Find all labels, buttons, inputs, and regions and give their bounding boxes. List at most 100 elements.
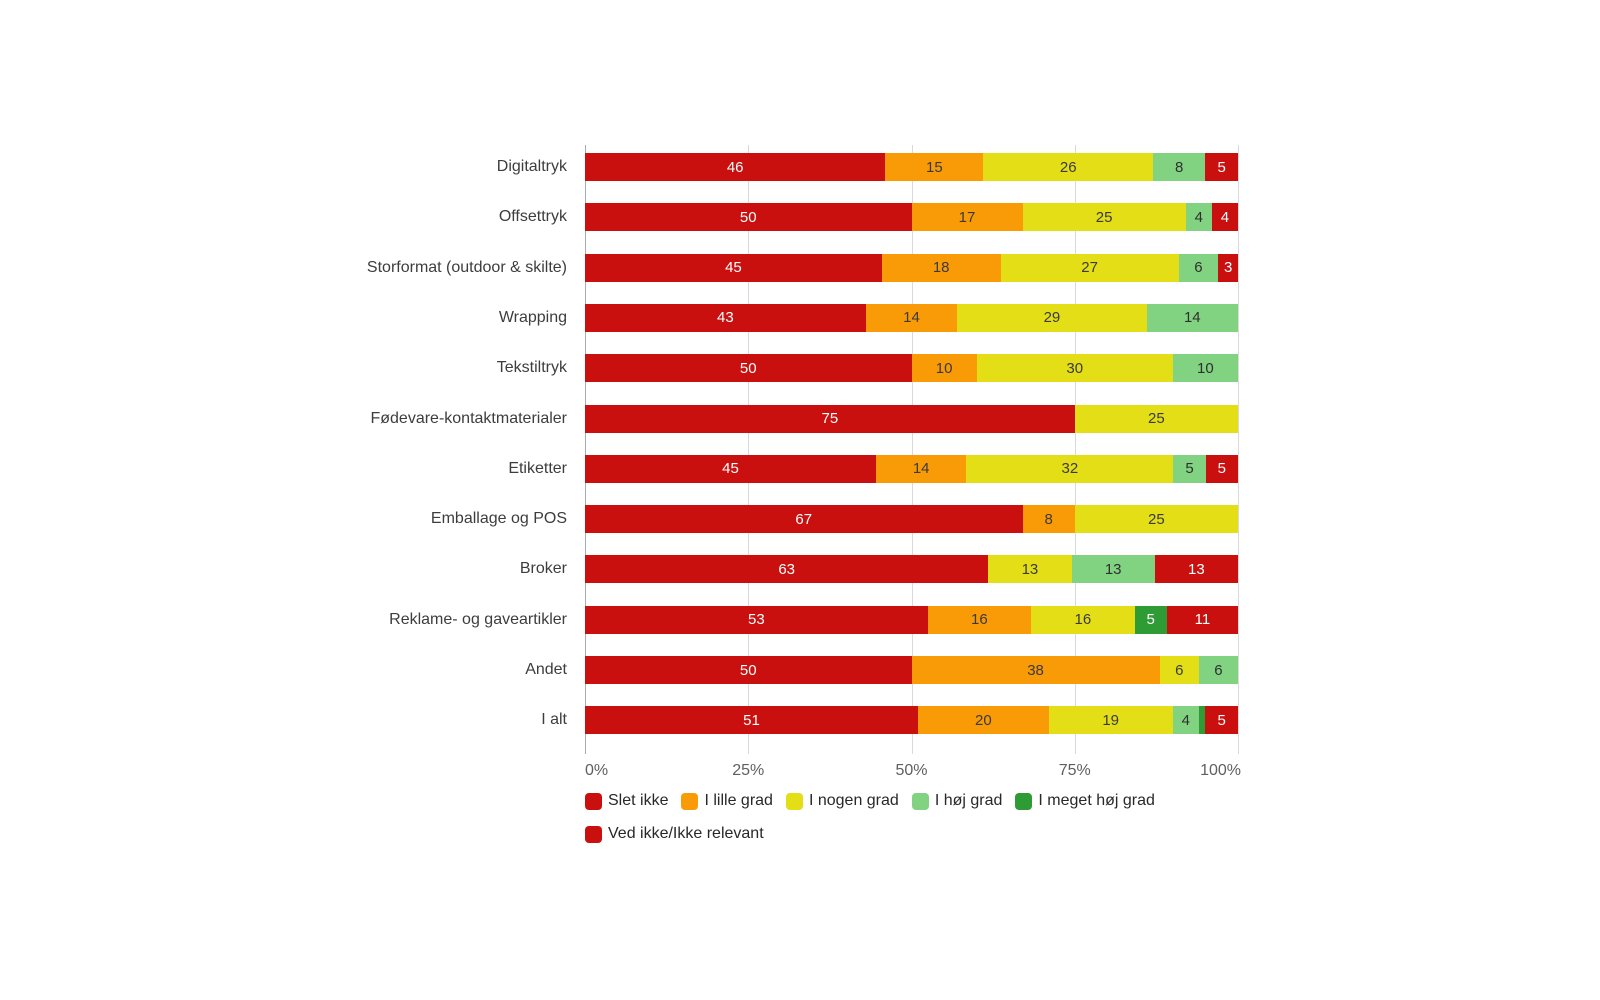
category-label: Reklame- og gaveartikler — [389, 610, 567, 628]
bar-segment: 29 — [957, 303, 1147, 332]
bar-value-label: 15 — [926, 158, 943, 176]
bar-segment: 6 — [1198, 656, 1239, 684]
legend-item: Ved ikke/Ikke relevant — [585, 825, 764, 843]
legend-swatch — [681, 792, 699, 810]
bar-segment: 30 — [976, 354, 1173, 383]
bar-segment: 10 — [1172, 354, 1238, 383]
bar-value-label: 13 — [1188, 560, 1205, 578]
y-axis-line — [585, 145, 586, 754]
bar-segment: 4 — [1211, 203, 1239, 232]
bar-value-label: 6 — [1175, 661, 1184, 679]
x-axis-tick-label: 25% — [732, 762, 765, 779]
bar-segment: 13 — [988, 555, 1072, 584]
bar-row: 50 10 30 10 — [585, 354, 1238, 383]
bar-segment: 15 — [885, 153, 984, 181]
legend-row: Ved ikke/Ikke relevant — [585, 825, 1168, 843]
bar-segment: 5 — [1205, 706, 1238, 735]
bar-segment: 14 — [865, 303, 958, 332]
bar-segment: 27 — [1000, 253, 1179, 282]
bar-segment: 8 — [1022, 505, 1075, 534]
bar-segment: 17 — [911, 203, 1023, 232]
bar-value-label: 13 — [1021, 560, 1039, 578]
legend-item: Slet ikke — [585, 792, 668, 810]
bar-value-label: 46 — [726, 158, 744, 176]
bar-segment: 6 — [1178, 253, 1219, 282]
legend-item: I lille grad — [681, 792, 773, 810]
bar-segment: 25 — [1022, 203, 1186, 232]
bar-segment: 13 — [1071, 555, 1155, 584]
bar-value-label: 50 — [739, 661, 757, 679]
bar-segment: 14 — [875, 454, 967, 483]
bar-value-label: 27 — [1081, 259, 1098, 277]
bar-segment: 5 — [1205, 454, 1238, 483]
bar-segment: 25 — [1074, 505, 1238, 534]
bar-segment: 67 — [585, 505, 1023, 534]
bar-segment: 16 — [927, 605, 1032, 634]
bar-segment: 45 — [585, 253, 882, 282]
category-label: Andet — [525, 661, 567, 678]
bar-value-label: 25 — [1148, 410, 1165, 427]
bar-value-label: 14 — [1183, 309, 1201, 327]
bar-value-label: 51 — [743, 711, 760, 729]
bar-value-label: 25 — [1095, 208, 1113, 226]
bar-value-label: 6 — [1214, 661, 1223, 679]
gridline — [748, 145, 750, 754]
bar-row: 63 13 13 13 — [585, 555, 1238, 584]
legend-item: I nogen grad — [785, 792, 899, 810]
bar-value-label: 29 — [1043, 309, 1061, 327]
bar-segment: 63 — [585, 555, 989, 584]
bar-segment: 10 — [911, 354, 977, 383]
bar-row: 46 15 26 8 5 — [585, 153, 1238, 181]
bar-segment: 4 — [1185, 203, 1212, 232]
category-label: Offsettryk — [498, 208, 567, 226]
bar-segment: 5 — [1205, 153, 1238, 181]
x-axis: 0% 25% 50% 75% 100% — [585, 762, 1241, 782]
legend-swatch — [911, 792, 929, 810]
bar-segment: 6 — [1159, 656, 1199, 684]
bar-value-label: 10 — [935, 359, 953, 377]
bar-segment: 8 — [1153, 153, 1206, 181]
bar-segment: 51 — [585, 706, 919, 735]
bar-value-label: 50 — [739, 208, 757, 226]
bar-segment: 19 — [1048, 706, 1173, 735]
bar-row: 51 20 19 4 5 — [585, 706, 1238, 735]
bar-value-label: 67 — [795, 510, 813, 528]
legend-label: I meget høj grad — [1038, 792, 1155, 809]
bar-segment: 26 — [983, 153, 1154, 181]
category-label: Tekstiltryk — [496, 359, 567, 377]
bar-segment: 5 — [1134, 605, 1167, 634]
bar-value-label: 14 — [912, 460, 930, 478]
legend-label: Ved ikke/Ikke relevant — [608, 825, 764, 842]
legend-swatch — [585, 825, 602, 843]
bar-segment: 4 — [1172, 706, 1199, 735]
bar-segment: 16 — [1031, 605, 1135, 634]
bar-value-label: 14 — [903, 309, 920, 327]
category-label: I alt — [541, 711, 567, 729]
bar-segment: 45 — [585, 454, 876, 483]
bar-value-label: 38 — [1027, 661, 1044, 679]
legend-swatch — [585, 792, 602, 810]
bar-row: 50 17 25 4 4 — [585, 203, 1239, 232]
bar-value-label: 45 — [725, 259, 742, 277]
legend: Slet ikke I lille grad I nogen grad I høj g… — [585, 792, 1168, 858]
x-axis-tick-label: 100% — [1200, 762, 1241, 779]
bar-value-label: 5 — [1217, 460, 1226, 478]
bar-segment: 5 — [1173, 454, 1206, 483]
bar-value-label: 5 — [1146, 611, 1155, 629]
legend-label: I høj grad — [934, 792, 1003, 809]
bar-segment: 43 — [585, 303, 866, 332]
bar-value-label: 43 — [717, 309, 734, 327]
bar-value-label: 4 — [1220, 208, 1230, 226]
plot-area: 46 15 26 8 5 50 17 25 4 4 45 18 27 6 3 43 14 29 14 50 10 30 10… — [585, 145, 1239, 754]
legend-item: I høj grad — [911, 792, 1003, 810]
bar-value-label: 16 — [1074, 611, 1092, 629]
bar-value-label: 8 — [1044, 510, 1053, 528]
bar-value-label: 45 — [722, 460, 739, 478]
bar-segment: 50 — [585, 354, 912, 383]
bar-value-label: 11 — [1194, 611, 1211, 629]
bar-value-label: 19 — [1102, 711, 1119, 729]
legend-swatch — [785, 792, 803, 810]
bar-value-label: 32 — [1061, 460, 1079, 478]
bar-segment: 11 — [1166, 605, 1239, 634]
bar-segment: 13 — [1154, 555, 1238, 584]
